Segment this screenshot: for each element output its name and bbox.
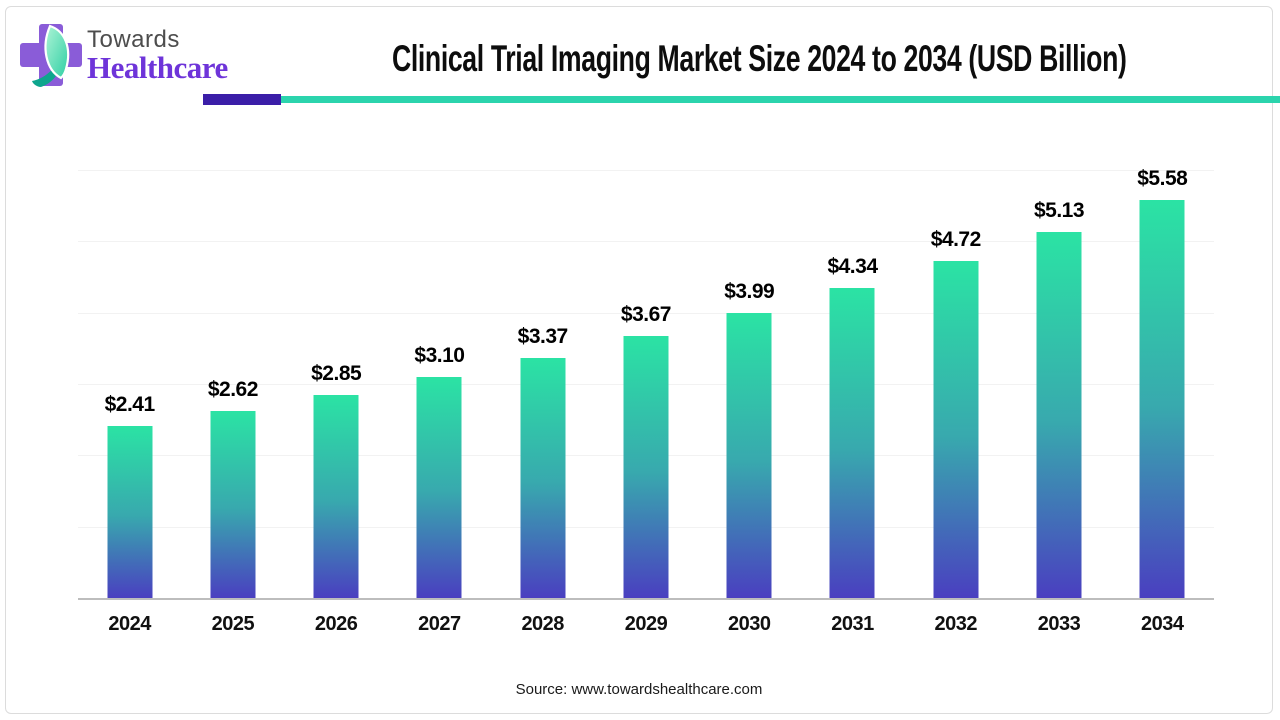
bar-value-label: $5.58	[1137, 167, 1188, 190]
bar-value-label: $4.72	[930, 228, 982, 251]
bar	[520, 358, 566, 598]
bar-group-2027: $3.10 2027	[388, 172, 491, 635]
bar-group-2030: $3.99 2030	[698, 172, 801, 635]
gridline	[78, 241, 1214, 243]
bar-group-2026: $2.85 2026	[285, 172, 388, 635]
divider-teal-line	[281, 96, 1280, 103]
bar	[623, 336, 669, 598]
infographic-card: Towards Healthcare Clinical Trial Imagin…	[5, 6, 1273, 714]
bar	[416, 377, 462, 598]
bar	[1036, 232, 1082, 598]
bar-group-2032: $4.72 2032	[904, 172, 1007, 635]
bar-value-label: $5.13	[1033, 199, 1085, 222]
brand-logo: Towards Healthcare	[19, 21, 299, 93]
x-axis-tick-label: 2025	[211, 613, 255, 635]
x-axis-tick-label: 2032	[934, 613, 978, 635]
bar-value-label: $3.67	[620, 303, 672, 326]
x-axis-tick-label: 2028	[521, 613, 564, 635]
source-attribution: Source: www.towardshealthcare.com	[515, 681, 763, 698]
bar-slots: $2.41 2024 $2.62 2025 $2.85 2026 $3.10 2027 $3.3…	[78, 167, 1214, 635]
bar-value-label: $2.41	[104, 393, 156, 416]
brand-name-bottom: Healthcare	[87, 50, 228, 85]
cross-with-leaf-icon	[20, 24, 82, 87]
x-axis-tick-label: 2034	[1141, 613, 1184, 635]
bar-group-2031: $4.34 2031	[801, 172, 904, 635]
bar-group-2028: $3.37 2028	[491, 172, 594, 635]
bar-chart-plot-area: $2.41 2024 $2.62 2025 $2.85 2026 $3.10 2027 $3.3…	[78, 167, 1214, 635]
bar	[1139, 200, 1185, 598]
bar	[313, 395, 359, 598]
bar-group-2034: $5.58 2034	[1111, 167, 1214, 635]
bar	[210, 411, 256, 598]
bar-value-label: $4.34	[827, 255, 878, 278]
brand-text: Towards Healthcare	[87, 21, 228, 85]
bar-group-2033: $5.13 2033	[1007, 172, 1110, 635]
gridline	[78, 312, 1214, 314]
bar-value-label: $2.85	[311, 362, 362, 385]
divider-purple-segment	[203, 94, 281, 105]
bar-value-label: $3.99	[724, 280, 775, 303]
bar-value-label: $3.37	[517, 325, 569, 348]
x-axis-tick-label: 2029	[624, 613, 668, 635]
bar-group-2025: $2.62 2025	[181, 172, 284, 635]
x-axis-tick-label: 2033	[1037, 613, 1081, 635]
bar-group-2024: $2.41 2024	[78, 172, 181, 635]
bar	[107, 426, 153, 598]
bar	[933, 261, 979, 598]
gridline	[78, 170, 1214, 171]
x-axis-tick-label: 2026	[314, 613, 358, 635]
x-axis-tick-label: 2031	[831, 613, 874, 635]
bar-value-label: $3.10	[414, 344, 465, 367]
bar-group-2029: $3.67 2029	[594, 172, 697, 635]
bar	[726, 313, 772, 598]
bar-value-label: $2.62	[207, 378, 259, 401]
x-axis-tick-label: 2030	[727, 613, 771, 635]
x-axis-tick-label: 2027	[418, 613, 461, 635]
bar	[829, 288, 875, 598]
brand-name-top: Towards	[87, 26, 180, 53]
x-axis-tick-label: 2024	[108, 613, 151, 635]
chart-title: Clinical Trial Imaging Market Size 2024 …	[391, 38, 1127, 79]
